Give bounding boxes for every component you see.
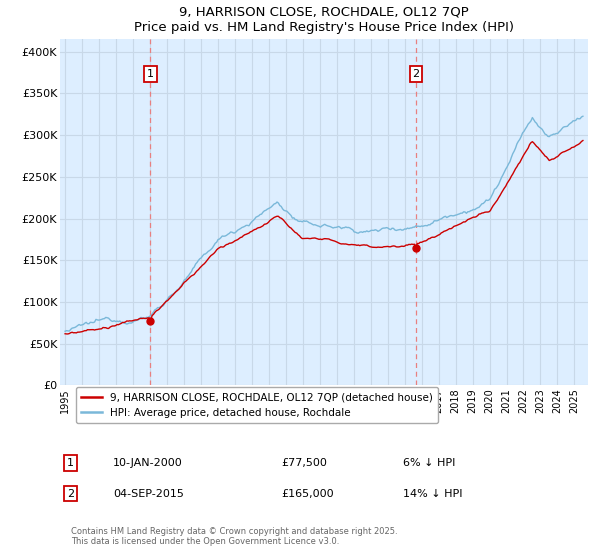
Text: 2: 2 (412, 69, 419, 79)
Text: 10-JAN-2000: 10-JAN-2000 (113, 458, 182, 468)
Text: 14% ↓ HPI: 14% ↓ HPI (403, 488, 463, 498)
Legend: 9, HARRISON CLOSE, ROCHDALE, OL12 7QP (detached house), HPI: Average price, deta: 9, HARRISON CLOSE, ROCHDALE, OL12 7QP (d… (76, 388, 438, 423)
Text: 2: 2 (67, 488, 74, 498)
Text: £165,000: £165,000 (282, 488, 334, 498)
Text: 1: 1 (147, 69, 154, 79)
Text: £77,500: £77,500 (282, 458, 328, 468)
Text: 04-SEP-2015: 04-SEP-2015 (113, 488, 184, 498)
Text: 1: 1 (67, 458, 74, 468)
Text: Contains HM Land Registry data © Crown copyright and database right 2025.
This d: Contains HM Land Registry data © Crown c… (71, 526, 397, 546)
Title: 9, HARRISON CLOSE, ROCHDALE, OL12 7QP
Price paid vs. HM Land Registry's House Pr: 9, HARRISON CLOSE, ROCHDALE, OL12 7QP Pr… (134, 6, 514, 34)
Text: 6% ↓ HPI: 6% ↓ HPI (403, 458, 455, 468)
